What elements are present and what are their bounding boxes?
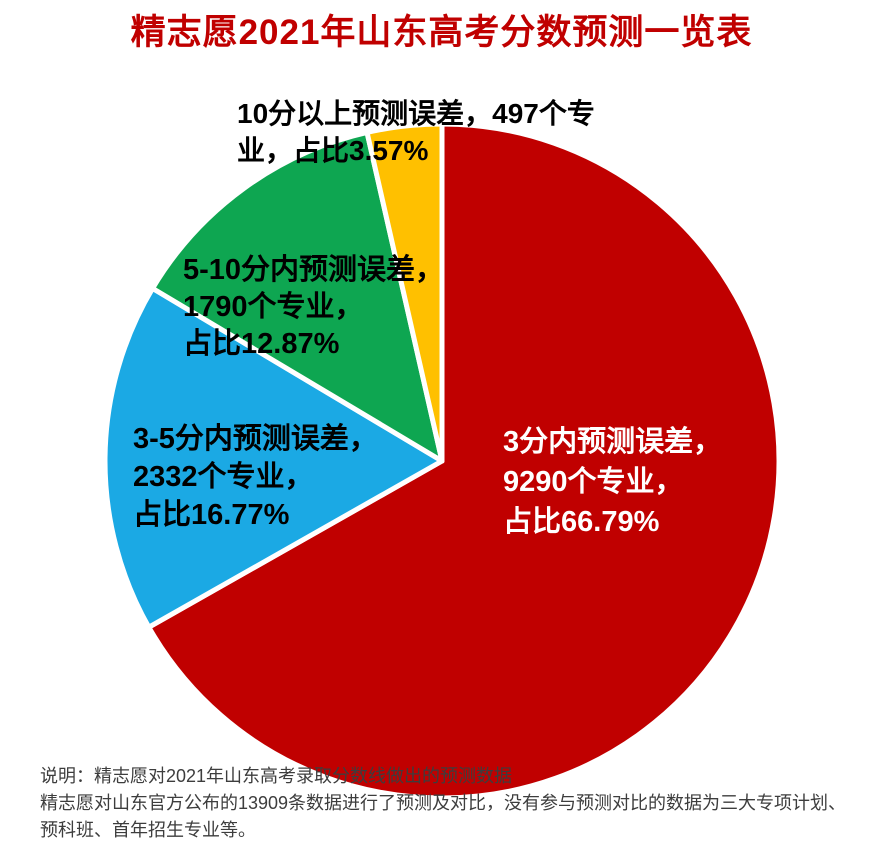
- pie-label-within-3: 3分内预测误差， 9290个专业， 占比66.79%: [503, 422, 722, 542]
- pie-slice-above-10: [364, 121, 445, 464]
- label-line: 占比66.79%: [503, 506, 660, 538]
- pie-label-5-to-10: 5-10分内预测误差， 1790个专业， 占比12.87%: [183, 252, 444, 363]
- label-line: 5-10分内预测误差，: [183, 254, 445, 286]
- label-line: 3-5分内预测误差，: [133, 423, 378, 455]
- footnote: 说明：精志愿对2021年山东高考录取分数线做出的预测数据 精志愿对山东官方公布的…: [40, 763, 846, 844]
- pie-slice-within-3: [146, 121, 782, 801]
- label-line: 业，占比3.57%: [237, 135, 429, 166]
- label-line: 占比16.77%: [133, 499, 290, 531]
- pie-slice-5-to-10: [150, 129, 445, 464]
- label-line: 2332个专业，: [133, 461, 314, 493]
- pie-label-3-to-5: 3-5分内预测误差， 2332个专业， 占比16.77%: [133, 420, 378, 534]
- chart-title: 精志愿2021年山东高考分数预测一览表: [130, 13, 753, 52]
- label-line: 10分以上预测误差，497个专: [237, 98, 595, 129]
- footnote-line: 说明：精志愿对2021年山东高考录取分数线做出的预测数据: [40, 766, 513, 786]
- footnote-line: 预科班、首年招生专业等。: [40, 820, 256, 840]
- pie-label-above-10: 10分以上预测误差，497个专 业，占比3.57%: [237, 95, 595, 169]
- label-line: 3分内预测误差，: [503, 426, 723, 458]
- label-line: 9290个专业，: [503, 466, 684, 498]
- footnote-line: 精志愿对山东官方公布的13909条数据进行了预测及对比，没有参与预测对比的数据为…: [40, 793, 847, 813]
- pie-slice-3-to-5: [102, 285, 445, 630]
- label-line: 1790个专业，: [183, 291, 364, 323]
- label-line: 占比12.87%: [183, 328, 340, 360]
